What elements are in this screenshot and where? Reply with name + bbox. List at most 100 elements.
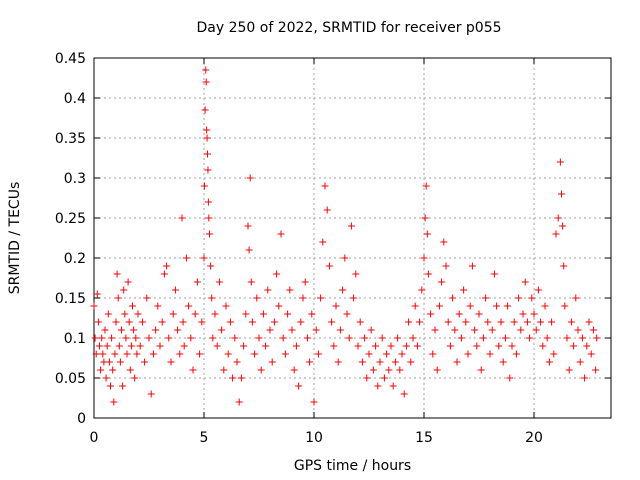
data-point (528, 294, 536, 302)
data-point (131, 374, 139, 382)
data-point (343, 310, 351, 318)
data-point (297, 318, 305, 326)
data-point (451, 326, 459, 334)
data-point (290, 366, 298, 374)
data-point (229, 374, 237, 382)
data-point (438, 278, 446, 286)
data-point (174, 326, 182, 334)
data-point (262, 342, 270, 350)
data-point (512, 350, 520, 358)
data-point (201, 106, 209, 114)
y-tick-label: 0.4 (64, 91, 86, 107)
data-point (167, 358, 175, 366)
data-point (354, 342, 362, 350)
data-point (387, 342, 395, 350)
data-point (532, 326, 540, 334)
data-point (567, 318, 575, 326)
data-point (116, 358, 124, 366)
data-point (358, 358, 366, 366)
data-point (231, 334, 239, 342)
data-point (497, 318, 505, 326)
data-point (484, 318, 492, 326)
data-point (97, 366, 105, 374)
data-point (455, 310, 463, 318)
x-tick-label: 10 (305, 430, 323, 446)
y-tick-label: 0.2 (64, 251, 86, 267)
data-point (154, 302, 162, 310)
data-point (372, 342, 380, 350)
data-point (550, 350, 558, 358)
data-point (501, 334, 509, 342)
data-point (391, 358, 399, 366)
data-point (158, 318, 166, 326)
data-point (198, 318, 206, 326)
data-point (176, 350, 184, 358)
data-point (270, 318, 278, 326)
data-point (356, 318, 364, 326)
data-point (101, 326, 109, 334)
data-point (411, 302, 419, 310)
data-point (281, 350, 289, 358)
data-point (266, 326, 274, 334)
data-point (398, 350, 406, 358)
data-point (407, 358, 415, 366)
data-point (222, 302, 230, 310)
data-point (143, 294, 151, 302)
data-point (200, 254, 208, 262)
data-point (111, 350, 119, 358)
data-point (460, 286, 468, 294)
data-point (325, 262, 333, 270)
data-point (583, 342, 591, 350)
data-point (363, 374, 371, 382)
data-point (149, 350, 157, 358)
data-point (129, 302, 136, 310)
data-point (118, 326, 125, 334)
data-point (200, 182, 208, 190)
data-point (413, 342, 421, 350)
data-point (147, 390, 155, 398)
data-point (578, 334, 586, 342)
data-point (423, 230, 431, 238)
data-point (171, 286, 179, 294)
data-point (462, 318, 470, 326)
data-point (554, 214, 562, 222)
data-point (114, 294, 122, 302)
data-point (235, 398, 243, 406)
data-point (110, 398, 118, 406)
data-point (374, 382, 382, 390)
data-point (255, 334, 263, 342)
data-point (240, 342, 248, 350)
data-point (264, 286, 272, 294)
data-point (119, 382, 127, 390)
data-point (165, 334, 173, 342)
data-point (113, 270, 121, 278)
data-point (440, 238, 448, 246)
data-point (189, 366, 197, 374)
data-point (204, 166, 212, 174)
data-point (442, 262, 450, 270)
data-point (257, 366, 265, 374)
data-point (339, 286, 347, 294)
data-point (334, 358, 342, 366)
data-point (475, 310, 483, 318)
data-point (558, 190, 565, 198)
data-point (552, 230, 560, 238)
data-point (288, 326, 296, 334)
data-point (477, 366, 485, 374)
data-point (124, 278, 132, 286)
data-point (102, 374, 110, 382)
y-tick-label: 0.3 (64, 171, 86, 187)
data-point (420, 254, 428, 262)
data-point (209, 334, 217, 342)
data-point (576, 358, 584, 366)
data-point (543, 334, 551, 342)
data-point (107, 382, 114, 390)
data-point (380, 374, 388, 382)
data-point (330, 342, 338, 350)
data-point (433, 366, 441, 374)
data-point (196, 350, 204, 358)
data-point (574, 326, 582, 334)
data-point (292, 342, 300, 350)
data-point (548, 318, 556, 326)
data-points (90, 66, 601, 406)
